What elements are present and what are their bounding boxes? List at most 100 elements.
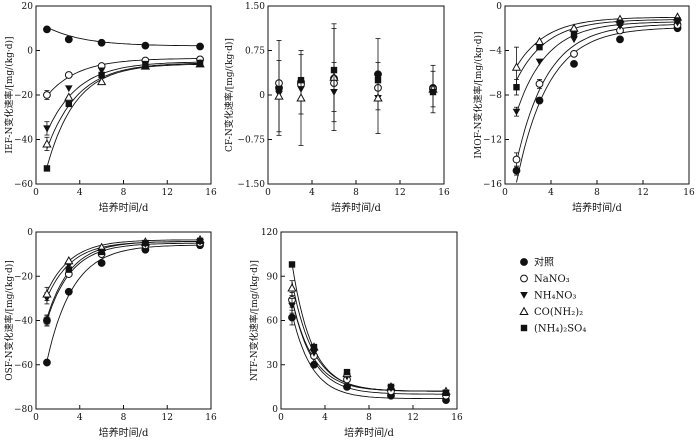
osf-ytick-label: −20 xyxy=(14,272,33,282)
osf-ck-point xyxy=(97,259,106,267)
cf-ytick-label: −1.50 xyxy=(237,180,265,190)
ief-urea-point xyxy=(96,76,107,86)
ief-y-axis-title: IEF-N变化速率/[mg/(kg·d)] xyxy=(3,36,15,153)
ief-nh4no3-point xyxy=(65,85,73,93)
osf-nh4so4-point xyxy=(196,237,204,245)
ief-ytick-label: 20 xyxy=(22,2,34,12)
ief-nh4so4-point xyxy=(65,100,73,108)
ntf-ytick-label: 0 xyxy=(272,405,278,415)
imof-ck-point xyxy=(535,96,544,105)
imof-ck-fit-curve xyxy=(516,27,678,183)
imof-x-axis-title: 培养时间/d xyxy=(572,201,622,214)
osf-xtick-label: 4 xyxy=(77,413,83,423)
imof-nano3-fit-curve xyxy=(516,24,678,163)
imof-urea-fit-curve xyxy=(516,16,678,67)
cf-plot-frame xyxy=(267,5,445,185)
ntf-xtick-label: 16 xyxy=(451,413,463,423)
imof-xtick-label: 0 xyxy=(502,188,508,198)
ntf-nh4so4-point xyxy=(442,389,450,396)
cf-nh4so4-point xyxy=(330,66,338,74)
legend-marker-nh4no3 xyxy=(520,292,528,299)
legend-label-ck: 对照 xyxy=(534,256,554,269)
osf-ytick-label: 0 xyxy=(27,228,33,238)
ntf-ytick-label: 120 xyxy=(261,228,278,238)
ntf-xtick-label: 8 xyxy=(366,413,372,423)
ntf-y-axis-title: NTF-N变化速率/[mg/(kg·d)] xyxy=(248,260,260,381)
ief-ytick-label: −20 xyxy=(14,91,33,101)
ief-nano3-point xyxy=(43,91,51,99)
ief-xtick-label: 12 xyxy=(162,188,173,198)
legend-label-nano3: NaNO₃ xyxy=(534,274,570,285)
imof-nano3-point xyxy=(570,49,578,58)
cf-nh4so4-point xyxy=(429,88,437,96)
imof-nh4so4-point xyxy=(674,17,681,24)
osf-nh4so4-point xyxy=(98,248,105,256)
ief-xtick-label: 4 xyxy=(77,188,83,198)
osf-ck-point xyxy=(43,358,51,367)
cf-xtick-label: 0 xyxy=(265,188,271,198)
imof-nano3-point xyxy=(535,79,544,88)
imof-xtick-label: 12 xyxy=(637,188,648,198)
imof-nh4so4-point xyxy=(536,43,543,51)
ief-ck-point xyxy=(141,41,150,50)
osf-nh4so4-point xyxy=(142,239,149,247)
imof-nh4no3-fit-curve xyxy=(516,21,678,114)
imof-ytick-label: −4 xyxy=(489,47,503,57)
osf-panel: 0 4 8 12 16 −80 −60 −40 −20 0 培养时间/d OSF-N变化速率/[mg/… xyxy=(3,228,217,439)
ief-urea-point xyxy=(64,92,74,101)
legend-label-urea: CO(NH₂)₂ xyxy=(534,307,583,318)
cf-nh4so4-point xyxy=(297,76,305,84)
ief-nh4so4-fit-curve xyxy=(46,63,201,168)
osf-ck-fit-curve xyxy=(46,244,201,362)
osf-y-axis-title: OSF-N变化速率/[mg/(kg·d)] xyxy=(3,260,15,381)
ntf-nh4no3-point xyxy=(310,349,318,357)
ntf-ck-point xyxy=(343,382,351,391)
ntf-nano3-fit-curve xyxy=(291,298,446,395)
imof-ck-point xyxy=(570,59,578,68)
osf-urea-fit-curve xyxy=(46,239,201,293)
cf-xtick-label: 4 xyxy=(309,188,315,198)
cf-ytick-label: 1.50 xyxy=(245,2,265,12)
ief-ck-point xyxy=(64,35,73,44)
imof-nh4so4-point xyxy=(570,30,578,38)
ntf-xtick-label: 12 xyxy=(407,413,418,423)
ntf-ytick-label: 30 xyxy=(267,361,279,371)
osf-nh4so4-fit-curve xyxy=(46,240,201,319)
ief-urea-fit-curve xyxy=(46,62,201,150)
imof-ytick-label: −8 xyxy=(489,91,503,101)
osf-plot-frame xyxy=(35,231,212,410)
ief-nh4no3-point xyxy=(43,125,51,133)
ief-x-axis-title: 培养时间/d xyxy=(99,201,149,214)
cf-ytick-label: −0.75 xyxy=(237,136,265,146)
osf-urea-point xyxy=(64,255,74,265)
imof-xtick-label: 4 xyxy=(548,188,554,198)
legend-marker-nano3 xyxy=(520,274,528,283)
osf-x-axis-title: 培养时间/d xyxy=(99,426,149,439)
imof-plot-frame xyxy=(504,5,690,185)
imof-ytick-label: −12 xyxy=(483,136,502,146)
osf-ytick-label: −80 xyxy=(14,405,33,415)
ief-nh4so4-point xyxy=(196,60,204,68)
legend: 对照 NaNO₃ NH₄NO₃ CO(NH₂)₂ (NH₄)₂SO₄ xyxy=(519,256,586,335)
ntf-nh4so4-point xyxy=(343,368,351,376)
cf-panel: 0 4 8 12 16 −1.50 −0.75 0 0.75 1.50 培养时间/d CF-N变化速率… xyxy=(223,2,450,214)
ief-ytick-label: −40 xyxy=(14,136,33,146)
imof-xtick-label: 16 xyxy=(683,188,695,198)
ntf-xtick-label: 0 xyxy=(278,413,284,423)
ief-nh4so4-point xyxy=(142,62,149,70)
ief-urea-point xyxy=(42,139,52,148)
ief-plot-frame xyxy=(35,5,212,185)
osf-urea-point xyxy=(42,289,52,298)
cf-ytick-label: 0.75 xyxy=(245,47,265,57)
cf-xtick-label: 16 xyxy=(438,188,450,198)
ntf-ytick-label: 90 xyxy=(267,272,279,282)
imof-nh4so4-point xyxy=(616,19,624,26)
ntf-nh4so4-point xyxy=(310,343,318,351)
osf-ytick-label: −40 xyxy=(14,317,33,327)
ief-nh4so4-point xyxy=(43,165,51,172)
cf-xtick-label: 12 xyxy=(394,188,405,198)
imof-ck-point xyxy=(512,166,521,175)
osf-xtick-label: 12 xyxy=(162,413,173,423)
imof-y-axis-title: IMOF-N变化速率/[mg/(kg·d)] xyxy=(472,31,484,158)
ntf-ck-point xyxy=(288,313,296,322)
